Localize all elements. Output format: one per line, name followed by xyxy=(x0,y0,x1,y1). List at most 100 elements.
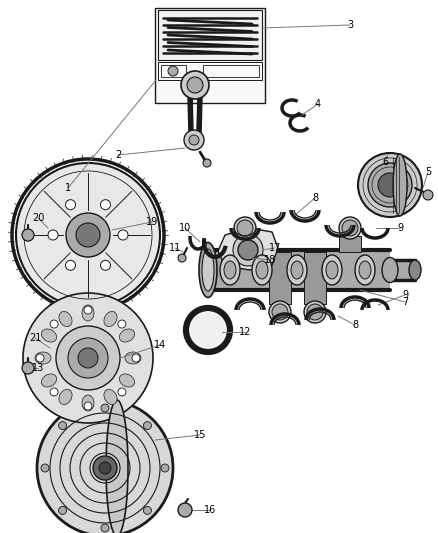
Circle shape xyxy=(132,354,140,362)
Circle shape xyxy=(22,362,34,374)
Circle shape xyxy=(190,312,226,348)
Ellipse shape xyxy=(120,329,134,342)
Text: 11: 11 xyxy=(169,243,181,253)
Ellipse shape xyxy=(104,390,117,405)
Ellipse shape xyxy=(220,255,240,285)
Circle shape xyxy=(84,402,92,410)
Polygon shape xyxy=(158,10,262,60)
Circle shape xyxy=(84,306,92,314)
Polygon shape xyxy=(269,252,291,304)
Circle shape xyxy=(101,524,109,532)
Circle shape xyxy=(78,348,98,368)
Text: 20: 20 xyxy=(32,213,44,223)
Circle shape xyxy=(118,230,128,240)
Circle shape xyxy=(342,220,358,236)
Text: 7: 7 xyxy=(402,297,408,307)
Ellipse shape xyxy=(269,301,291,323)
Circle shape xyxy=(143,506,152,514)
Polygon shape xyxy=(158,62,262,80)
Text: 21: 21 xyxy=(29,333,41,343)
Text: 18: 18 xyxy=(264,255,276,265)
Ellipse shape xyxy=(304,301,326,323)
Ellipse shape xyxy=(104,311,117,327)
Circle shape xyxy=(93,456,117,480)
Ellipse shape xyxy=(234,217,256,239)
Polygon shape xyxy=(304,252,326,304)
Polygon shape xyxy=(208,250,390,290)
Ellipse shape xyxy=(339,217,361,239)
Circle shape xyxy=(187,77,203,93)
Text: 14: 14 xyxy=(154,340,166,350)
Ellipse shape xyxy=(42,374,57,387)
Text: 13: 13 xyxy=(32,363,44,373)
Text: 8: 8 xyxy=(352,320,358,330)
Ellipse shape xyxy=(199,243,217,297)
Ellipse shape xyxy=(382,257,398,282)
Ellipse shape xyxy=(359,261,371,279)
Circle shape xyxy=(358,153,422,217)
Text: 9: 9 xyxy=(402,290,408,300)
Circle shape xyxy=(48,230,58,240)
Ellipse shape xyxy=(59,311,72,327)
Text: 8: 8 xyxy=(312,193,318,203)
Ellipse shape xyxy=(106,400,128,533)
Ellipse shape xyxy=(355,255,375,285)
Ellipse shape xyxy=(326,261,338,279)
Polygon shape xyxy=(390,260,415,280)
Text: 16: 16 xyxy=(204,505,216,515)
Circle shape xyxy=(56,326,120,390)
Circle shape xyxy=(66,200,75,209)
Ellipse shape xyxy=(202,249,214,291)
Ellipse shape xyxy=(125,352,141,364)
Circle shape xyxy=(118,388,126,396)
Circle shape xyxy=(23,293,153,423)
Text: 17: 17 xyxy=(269,243,281,253)
Circle shape xyxy=(368,163,412,207)
Text: 2: 2 xyxy=(115,150,121,160)
Circle shape xyxy=(36,354,44,362)
Ellipse shape xyxy=(233,234,263,266)
Ellipse shape xyxy=(287,255,307,285)
Ellipse shape xyxy=(393,154,407,216)
Circle shape xyxy=(59,506,67,514)
Text: 4: 4 xyxy=(315,99,321,109)
Circle shape xyxy=(59,422,67,430)
Ellipse shape xyxy=(322,255,342,285)
Circle shape xyxy=(237,220,253,236)
Circle shape xyxy=(203,159,211,167)
Circle shape xyxy=(68,338,108,378)
Ellipse shape xyxy=(409,260,421,280)
Ellipse shape xyxy=(35,352,51,364)
Text: 1: 1 xyxy=(65,183,71,193)
Circle shape xyxy=(50,388,58,396)
Text: 12: 12 xyxy=(239,327,251,337)
Circle shape xyxy=(272,304,288,320)
Polygon shape xyxy=(218,228,278,270)
Circle shape xyxy=(41,464,49,472)
Ellipse shape xyxy=(291,261,303,279)
Circle shape xyxy=(118,320,126,328)
Circle shape xyxy=(189,135,199,145)
Circle shape xyxy=(101,404,109,412)
Ellipse shape xyxy=(224,261,236,279)
Circle shape xyxy=(66,260,75,270)
Text: 5: 5 xyxy=(425,167,431,177)
Circle shape xyxy=(161,464,169,472)
Circle shape xyxy=(181,71,209,99)
Text: 10: 10 xyxy=(179,223,191,233)
Ellipse shape xyxy=(120,374,134,387)
Text: 9: 9 xyxy=(397,223,403,233)
Circle shape xyxy=(378,173,402,197)
Circle shape xyxy=(168,66,178,76)
Circle shape xyxy=(184,130,204,150)
Polygon shape xyxy=(234,236,256,252)
Ellipse shape xyxy=(42,329,57,342)
Ellipse shape xyxy=(59,390,72,405)
Text: 6: 6 xyxy=(382,157,388,167)
Ellipse shape xyxy=(256,261,268,279)
Circle shape xyxy=(16,163,160,307)
Circle shape xyxy=(99,462,111,474)
Ellipse shape xyxy=(82,305,94,321)
Circle shape xyxy=(100,260,110,270)
Circle shape xyxy=(178,503,192,517)
